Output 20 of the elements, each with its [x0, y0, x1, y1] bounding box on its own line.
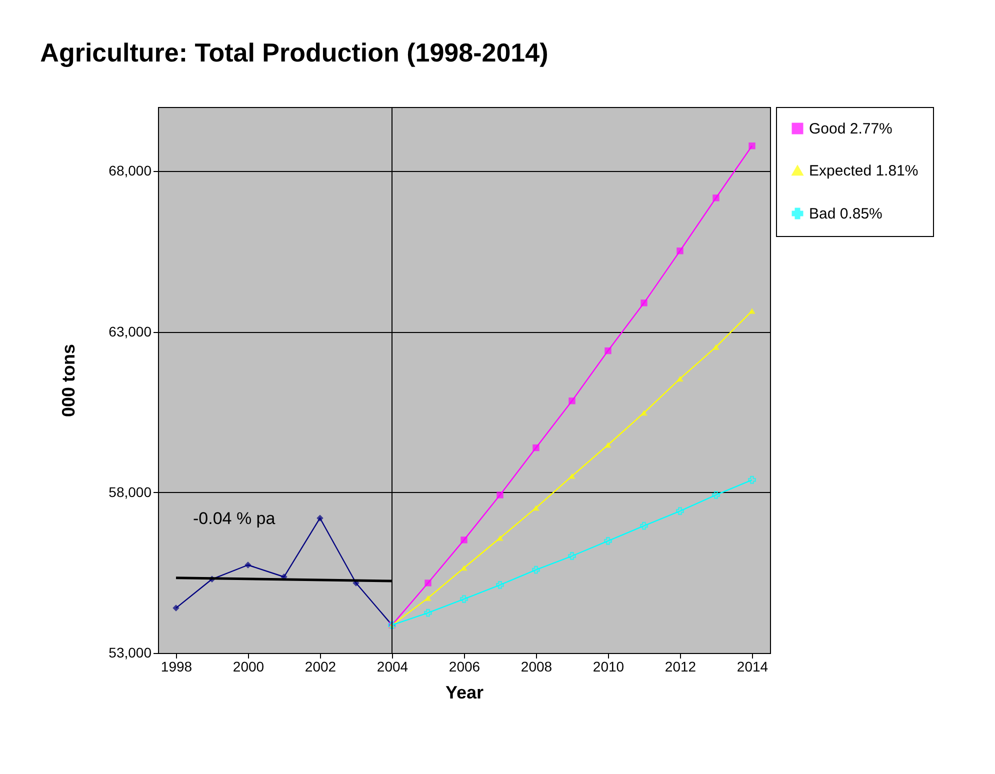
annotation: -0.04 % pa [193, 509, 276, 528]
x-axis-title: Year [445, 682, 484, 702]
y-tick-label: 63,000 [108, 323, 152, 340]
legend-label: Good 2.77% [809, 120, 892, 138]
y-axis-title: 000 tons [58, 344, 79, 418]
legend-label: Bad 0.85% [809, 206, 882, 222]
x-tick-label: 2014 [736, 658, 768, 674]
x-tick-label: 2008 [520, 658, 552, 674]
x-tick-label: 2002 [304, 658, 336, 674]
y-tick-label: 68,000 [108, 162, 152, 179]
y-tick-label: 58,000 [108, 484, 152, 500]
x-tick-label: 1998 [160, 658, 192, 674]
legend-label: Expected 1.81% [809, 162, 918, 180]
x-tick-label: 2004 [376, 658, 408, 674]
x-tick-label: 2000 [232, 658, 264, 674]
x-tick-label: 2006 [448, 658, 480, 674]
x-tick-label: 2012 [664, 658, 696, 674]
x-tick-label: 2010 [592, 658, 624, 674]
y-tick-label: 53,000 [108, 644, 152, 660]
chart-title: Agriculture: Total Production (1998-2014) [40, 38, 548, 68]
